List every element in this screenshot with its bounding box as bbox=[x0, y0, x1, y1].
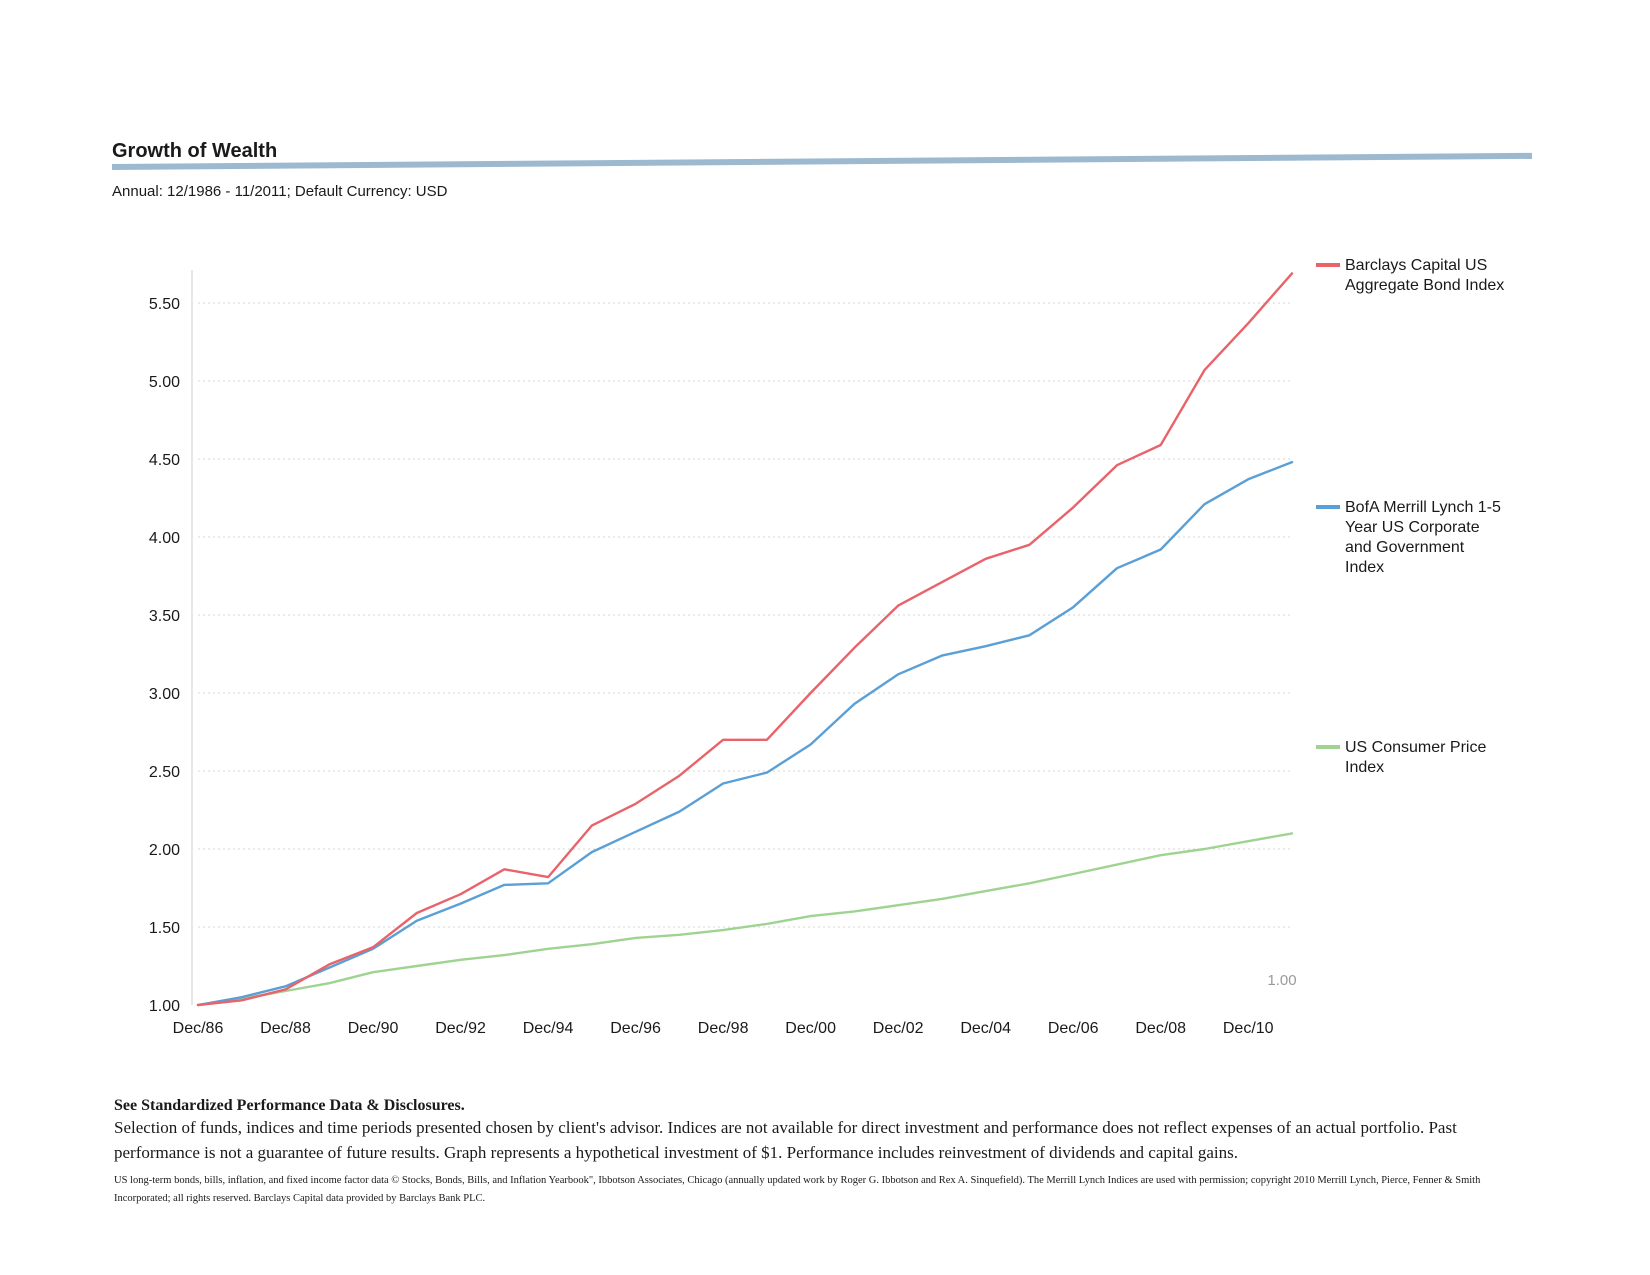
y-tick-label: 4.50 bbox=[149, 452, 180, 469]
legend-label: BofA Merrill Lynch 1-5 bbox=[1345, 499, 1501, 516]
legend-label: Barclays Capital US bbox=[1345, 257, 1487, 274]
x-tick-label: Dec/00 bbox=[785, 1020, 836, 1037]
y-tick-label: 4.00 bbox=[149, 530, 180, 547]
x-tick-label: Dec/86 bbox=[173, 1020, 224, 1037]
x-tick-label: Dec/04 bbox=[960, 1020, 1011, 1037]
x-tick-label: Dec/98 bbox=[698, 1020, 749, 1037]
disclosure-heading: See Standardized Performance Data & Disc… bbox=[114, 1097, 465, 1114]
x-tick-label: Dec/92 bbox=[435, 1020, 486, 1037]
y-tick-label: 1.50 bbox=[149, 920, 180, 937]
y-tick-label: 3.00 bbox=[149, 686, 180, 703]
legend-label: and Government bbox=[1345, 539, 1465, 556]
legend-label: Index bbox=[1345, 759, 1384, 776]
x-tick-label: Dec/06 bbox=[1048, 1020, 1099, 1037]
y-tick-label: 1.00 bbox=[149, 998, 180, 1015]
fine-print: US long-term bonds, bills, inflation, an… bbox=[114, 1175, 1481, 1204]
y-tick-label: 5.00 bbox=[149, 374, 180, 391]
y-tick-label: 5.50 bbox=[149, 296, 180, 313]
series-line-2 bbox=[196, 832, 1294, 1007]
page-title: Growth of Wealth bbox=[112, 140, 278, 162]
x-tick-label: Dec/96 bbox=[610, 1020, 661, 1037]
end-value-label: 1.00 bbox=[1267, 972, 1296, 989]
legend-label: Aggregate Bond Index bbox=[1345, 277, 1504, 294]
page-subtitle: Annual: 12/1986 - 11/2011; Default Curre… bbox=[112, 183, 448, 200]
x-tick-label: Dec/08 bbox=[1135, 1020, 1186, 1037]
x-tick-label: Dec/88 bbox=[260, 1020, 311, 1037]
disclosure-body: Selection of funds, indices and time per… bbox=[114, 1118, 1457, 1162]
legend-label: US Consumer Price bbox=[1345, 739, 1486, 756]
series-line-1 bbox=[196, 460, 1294, 1007]
x-tick-label: Dec/90 bbox=[348, 1020, 399, 1037]
legend-label: Year US Corporate bbox=[1345, 519, 1480, 536]
y-tick-label: 3.50 bbox=[149, 608, 180, 625]
x-tick-label: Dec/10 bbox=[1223, 1020, 1274, 1037]
series-line-0 bbox=[196, 272, 1294, 1007]
legend-label: Index bbox=[1345, 559, 1384, 576]
y-tick-label: 2.00 bbox=[149, 842, 180, 859]
x-tick-label: Dec/02 bbox=[873, 1020, 924, 1037]
y-tick-label: 2.50 bbox=[149, 764, 180, 781]
x-tick-label: Dec/94 bbox=[523, 1020, 574, 1037]
growth-of-wealth-chart: 1.00 1.50 2.00 2.50 3.00 3.50 4.00 4.50 5.00 5.50… bbox=[149, 257, 1504, 1037]
